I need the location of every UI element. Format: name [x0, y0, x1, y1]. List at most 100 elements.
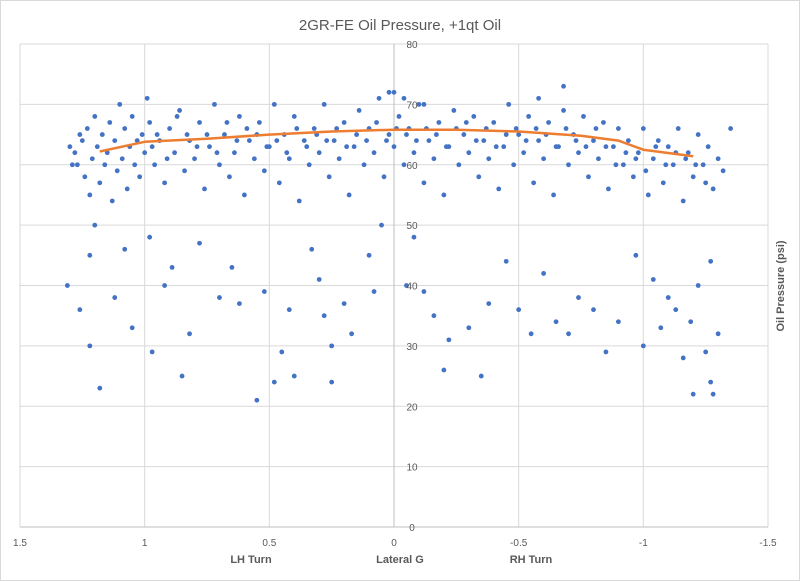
data-point	[99, 132, 105, 137]
data-point	[321, 313, 327, 319]
data-point	[179, 373, 185, 379]
data-point	[660, 180, 666, 186]
data-point	[222, 132, 227, 137]
data-point	[596, 156, 601, 162]
data-point	[441, 192, 447, 198]
data-point	[69, 162, 75, 168]
data-point	[466, 325, 472, 331]
y-tick-label: 20	[406, 402, 418, 413]
data-point	[321, 101, 327, 107]
x-tick-label: -1.5	[759, 538, 777, 549]
data-point	[695, 132, 701, 137]
data-point	[503, 258, 509, 264]
data-point	[266, 144, 272, 150]
data-point	[683, 156, 689, 162]
data-point	[576, 150, 581, 156]
data-point	[561, 108, 566, 113]
data-point	[329, 379, 335, 385]
data-point	[635, 150, 641, 156]
data-point	[217, 295, 222, 300]
data-point	[324, 138, 330, 144]
data-point	[97, 385, 103, 391]
data-point	[207, 144, 212, 150]
tick-labels: 0 10 20 30 40 50 60 70 80 1.5 1 0.5 0 -0.5 -1 -1.5	[13, 40, 777, 549]
data-point	[304, 144, 310, 150]
y-axis-title: Oil Pressure (psi)	[775, 240, 787, 331]
data-point	[144, 95, 150, 101]
data-point	[274, 138, 280, 144]
data-point	[566, 331, 571, 337]
data-point	[381, 174, 387, 180]
x-tick-label: 1.5	[13, 538, 27, 549]
data-point	[122, 126, 128, 131]
data-point	[366, 252, 372, 258]
data-point	[640, 126, 646, 131]
data-point	[401, 95, 407, 101]
data-point	[114, 168, 120, 174]
data-point	[279, 349, 285, 355]
data-point	[655, 138, 661, 144]
data-point	[87, 252, 93, 258]
data-point	[92, 114, 98, 119]
data-point	[583, 144, 589, 150]
data-point	[616, 319, 621, 325]
data-point	[528, 331, 534, 337]
data-point	[374, 120, 379, 125]
data-point	[473, 138, 479, 144]
data-point	[212, 101, 217, 107]
data-point	[601, 120, 606, 125]
data-point	[471, 114, 477, 119]
data-point	[271, 101, 277, 107]
data-point	[79, 138, 85, 144]
x-tick-label: 0	[391, 538, 397, 549]
data-point	[336, 156, 342, 162]
data-point	[261, 289, 267, 294]
data-point	[396, 114, 402, 119]
y-tick-label: 60	[406, 161, 418, 172]
data-point	[204, 132, 210, 137]
data-point	[411, 234, 417, 240]
data-point	[386, 89, 392, 95]
data-point	[653, 144, 659, 150]
data-point	[316, 277, 322, 282]
data-point	[344, 144, 350, 150]
data-point	[284, 150, 290, 156]
data-point	[84, 126, 90, 131]
data-point	[139, 132, 145, 137]
data-point	[192, 156, 197, 162]
data-point	[74, 162, 80, 168]
data-point	[703, 180, 709, 186]
data-point	[149, 144, 155, 150]
data-point	[364, 138, 369, 144]
x-axis-label-right: RH Turn	[510, 554, 553, 566]
data-point	[551, 192, 556, 198]
data-point	[142, 150, 148, 156]
data-point	[665, 144, 671, 150]
data-point	[137, 174, 143, 180]
x-tick-label: -1	[639, 538, 648, 549]
data-point	[147, 234, 153, 240]
data-point	[172, 150, 177, 156]
data-point	[291, 114, 297, 119]
data-point	[650, 277, 656, 282]
data-point	[119, 156, 125, 162]
data-point	[546, 120, 551, 125]
y-tick-label: 40	[406, 282, 418, 293]
data-point	[82, 174, 88, 180]
data-point	[665, 295, 671, 300]
data-point	[728, 126, 733, 131]
data-point	[703, 349, 709, 355]
data-point	[117, 101, 123, 107]
gridlines	[19, 43, 769, 527]
data-point	[244, 126, 250, 131]
data-point	[511, 162, 517, 168]
data-point	[688, 319, 694, 325]
data-point	[658, 325, 664, 331]
data-point	[361, 162, 367, 168]
data-point	[603, 144, 609, 150]
data-point	[476, 174, 482, 180]
data-point	[94, 144, 100, 150]
data-point	[349, 331, 355, 337]
data-point	[710, 186, 716, 192]
data-point	[104, 150, 110, 156]
